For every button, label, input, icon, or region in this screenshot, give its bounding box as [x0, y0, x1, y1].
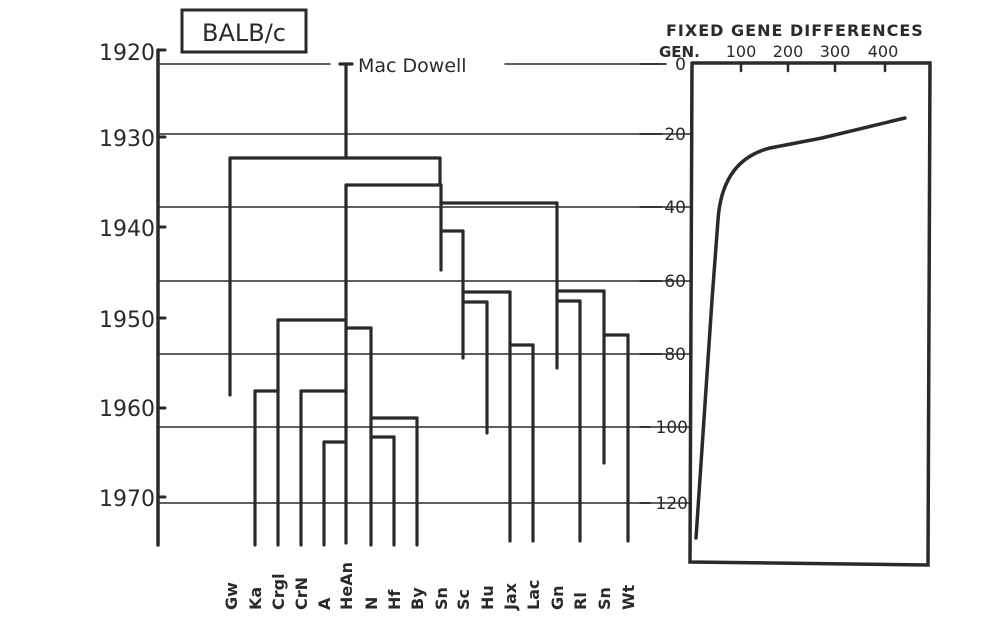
x-tick-300: 300: [820, 42, 851, 61]
y-tick-120: 120: [656, 494, 688, 514]
leaf-label: N: [362, 597, 381, 610]
x-tick-400: 400: [868, 42, 899, 61]
year-tick-1920: 1920: [99, 41, 155, 66]
y-tick-100: 100: [656, 418, 688, 438]
gen-label: GEN.: [659, 43, 700, 61]
x-tick-100: 100: [726, 42, 757, 61]
leaf-label: Hf: [385, 589, 404, 610]
leaf-label: HeAn: [337, 562, 356, 610]
leaf-label: Gn: [548, 585, 567, 610]
leaf-label: By: [408, 587, 427, 610]
gene-difference-curve: [694, 116, 907, 540]
leaf-label: Sc: [454, 589, 473, 610]
root-label: Mac Dowell: [358, 55, 467, 77]
y-tick-60: 60: [664, 272, 686, 292]
leaf-label: Sn: [595, 587, 614, 610]
year-tick-1930: 1930: [99, 127, 155, 152]
x-tick-200: 200: [773, 42, 804, 61]
leaf-label: Crgl: [269, 573, 288, 610]
year-tick-1940: 1940: [99, 217, 155, 242]
title-label: BALB/c: [202, 19, 286, 47]
leaf-label: Rl: [571, 592, 590, 610]
title-box: [180, 8, 308, 54]
leaf-label: CrN: [292, 577, 311, 610]
leaf-label: Sn: [432, 587, 451, 610]
y-tick-0: 0: [675, 55, 686, 75]
year-tick-1970: 1970: [99, 487, 155, 512]
fixed-gene-chart: [639, 61, 932, 567]
leaf-label: Gw: [222, 582, 241, 610]
leaf-label: A: [315, 597, 334, 610]
y-tick-40: 40: [664, 198, 686, 218]
y-tick-80: 80: [664, 345, 686, 365]
leaf-label: Ka: [246, 587, 265, 610]
year-tick-1950: 1950: [99, 308, 155, 333]
leaf-label: Lac: [524, 580, 543, 610]
chart-title: FIXED GENE DIFFERENCES: [666, 21, 924, 40]
y-tick-20: 20: [664, 125, 686, 145]
leaf-label: Jax: [501, 582, 520, 611]
gridlines: [159, 63, 691, 504]
year-tick-1960: 1960: [99, 397, 155, 422]
leaf-label: Wt: [619, 584, 638, 610]
dendrogram: [228, 62, 630, 547]
leaf-label: Hu: [478, 585, 497, 610]
